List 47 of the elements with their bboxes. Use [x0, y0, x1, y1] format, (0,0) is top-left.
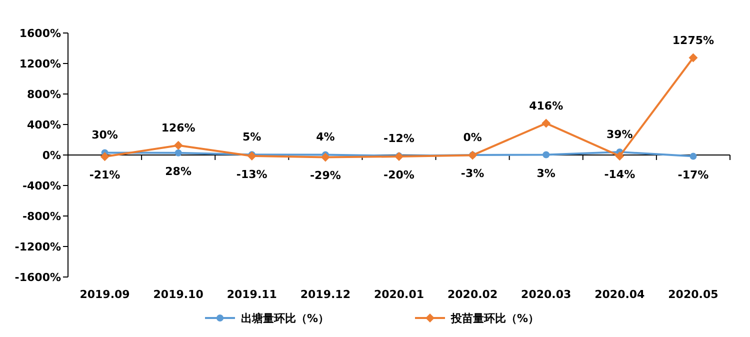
data-label: 28% — [165, 164, 192, 178]
data-label: 0% — [463, 131, 482, 144]
data-label: -12% — [384, 132, 414, 145]
point — [320, 152, 330, 162]
data-label: -17% — [678, 168, 709, 182]
y-tick-label: -800% — [22, 210, 61, 223]
data-label: -14% — [604, 168, 636, 182]
data-label: -13% — [236, 168, 268, 181]
point — [174, 140, 183, 150]
y-tick-label: 1200% — [19, 57, 61, 70]
x-tick-label: 2019.10 — [153, 288, 204, 301]
point — [542, 118, 551, 128]
x-tick-label: 2019.12 — [300, 288, 350, 301]
y-tick-label: -1600% — [14, 270, 61, 284]
point — [688, 53, 698, 62]
y-tick-label: 400% — [27, 118, 61, 132]
data-label: 126% — [161, 121, 196, 134]
data-label: 30% — [92, 128, 118, 142]
data-label: -3% — [460, 167, 484, 180]
x-tick-label: 2020.05 — [668, 288, 718, 301]
x-tick-label: 2019.11 — [226, 288, 277, 301]
data-label: -20% — [384, 168, 414, 182]
x-tick-label: 2020.03 — [521, 288, 572, 301]
data-label: 416% — [529, 99, 564, 112]
point — [542, 151, 550, 158]
y-tick-label: 800% — [27, 88, 61, 101]
data-label: 3% — [536, 166, 556, 180]
point — [690, 152, 697, 160]
point — [615, 152, 624, 161]
y-tick-label: -1200% — [14, 240, 61, 254]
data-label: 4% — [316, 130, 335, 144]
x-tick-label: 2020.01 — [374, 288, 424, 301]
data-label: -29% — [310, 169, 341, 182]
legend-label: 出塘量环比（%） — [241, 312, 330, 325]
legend-label: 投苗量环比（%） — [450, 312, 540, 325]
y-tick-label: 0% — [42, 148, 61, 162]
x-tick-label: 2020.04 — [594, 288, 646, 301]
point — [100, 152, 110, 162]
x-tick-label: 2019.09 — [80, 288, 130, 301]
point — [174, 149, 182, 156]
y-tick-label: 1600% — [19, 26, 61, 40]
data-label: 5% — [242, 130, 262, 144]
data-label: -21% — [89, 168, 120, 182]
data-label: 1275% — [672, 34, 714, 47]
y-tick-label: -400% — [22, 179, 61, 192]
data-label: 39% — [606, 128, 633, 142]
x-tick-label: 2020.02 — [448, 288, 498, 301]
